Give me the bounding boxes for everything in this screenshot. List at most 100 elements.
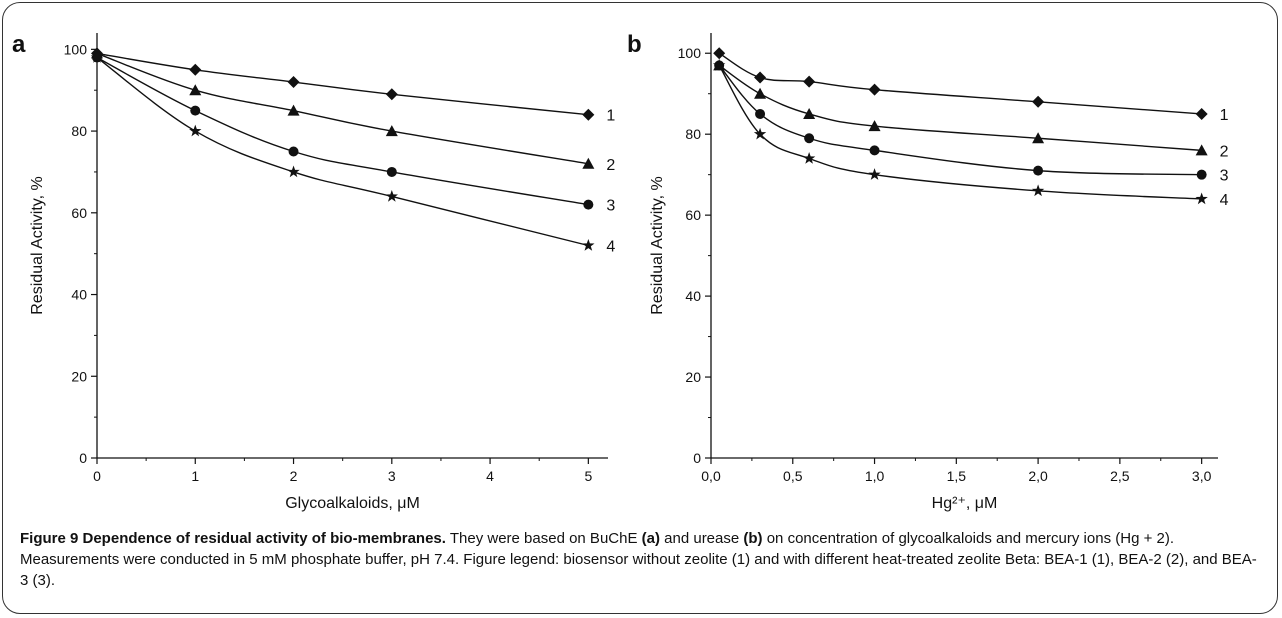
series-line: [96, 56, 589, 206]
x-axis-title: Glycoalkaloids, μM: [285, 495, 420, 512]
data-point-circle: [1196, 169, 1207, 180]
data-point-triangle: [754, 87, 767, 99]
chart-panel-a: a 0 20 40 60 80 100 0 1 2 3 4 5 Glycoalkaloids, μM Res…: [12, 31, 615, 512]
x-tick-label: 3: [388, 468, 396, 484]
x-tick-label: 2,0: [1028, 468, 1048, 484]
y-tick-label: 0: [693, 450, 701, 466]
caption-text-3: on concentration of glycoalkaloids and m…: [20, 530, 1257, 589]
data-point-triangle: [868, 120, 881, 132]
data-point-diamond: [287, 76, 300, 89]
data-point-triangle: [385, 125, 398, 137]
data-point-diamond: [713, 47, 726, 60]
data-point-triangle: [287, 104, 300, 116]
data-point-diamond: [803, 75, 816, 88]
series-label: 2: [1220, 143, 1229, 160]
data-point-diamond: [385, 88, 398, 101]
chart-panel-b: b 0 20 40 60 80 100 0,0 0,5 1,0 1,5 2,0 2,5 3,0 Hg²⁺, …: [627, 31, 1229, 512]
series-label: 1: [606, 108, 615, 125]
data-point-star: [1195, 192, 1208, 205]
series-1: 1: [91, 47, 615, 125]
data-point-star: [287, 165, 300, 178]
x-tick-label: 2: [290, 468, 298, 484]
data-point-circle: [1033, 165, 1044, 176]
series-label: 4: [606, 239, 615, 256]
x-tick-label: 1,0: [865, 468, 885, 484]
x-tick-label: 5: [584, 468, 592, 484]
data-point-diamond: [754, 71, 767, 84]
y-tick-label: 0: [79, 450, 87, 466]
x-tick-label: 0: [93, 468, 101, 484]
y-axis-title: Residual Activity, %: [29, 176, 46, 314]
data-point-triangle: [1195, 144, 1208, 156]
y-axis-title: Residual Activity, %: [649, 176, 666, 314]
data-point-circle: [804, 133, 815, 144]
data-point-circle: [288, 146, 299, 157]
panel-label: a: [12, 31, 26, 58]
series-3: 3: [92, 52, 615, 215]
y-tick-label: 80: [71, 123, 87, 139]
y-tick-label: 100: [64, 41, 88, 57]
data-point-star: [713, 58, 726, 71]
series-line: [718, 64, 1202, 176]
data-point-circle: [190, 105, 201, 116]
y-tick-label: 60: [71, 205, 87, 221]
series-3: 3: [714, 60, 1229, 185]
data-point-diamond: [189, 63, 202, 76]
series-label: 3: [1220, 168, 1229, 185]
x-tick-label: 2,5: [1110, 468, 1130, 484]
series-line: [718, 52, 1202, 115]
data-point-triangle: [582, 157, 595, 169]
series-line: [96, 52, 589, 165]
series-4: 4: [90, 51, 615, 256]
data-point-star: [385, 189, 398, 202]
x-tick-label: 3,0: [1192, 468, 1212, 484]
series-4: 4: [713, 58, 1229, 209]
caption-ref-a: (a): [641, 530, 660, 547]
series-label: 4: [1220, 192, 1229, 209]
x-tick-label: 0,5: [783, 468, 803, 484]
x-axis-title: Hg²⁺, μM: [932, 495, 998, 512]
data-point-diamond: [868, 83, 881, 96]
data-point-diamond: [1195, 107, 1208, 120]
panel-label: b: [627, 31, 642, 58]
data-point-star: [1031, 184, 1045, 197]
data-point-triangle: [189, 84, 202, 96]
x-tick-label: 1,5: [947, 468, 967, 484]
data-point-star: [802, 151, 816, 164]
x-tick-label: 1: [191, 468, 199, 484]
caption-text-2: and urease: [659, 530, 744, 547]
figure-caption: Figure 9 Dependence of residual activity…: [20, 528, 1260, 591]
y-tick-label: 20: [71, 368, 87, 384]
data-point-circle: [583, 199, 594, 210]
y-tick-label: 80: [685, 126, 701, 142]
data-point-star: [753, 127, 767, 140]
series-line: [96, 56, 589, 247]
series-label: 3: [606, 198, 615, 215]
data-point-star: [868, 168, 881, 180]
y-tick-label: 40: [685, 288, 701, 304]
data-point-triangle: [803, 107, 816, 119]
caption-title: Figure 9 Dependence of residual activity…: [20, 530, 446, 547]
y-tick-label: 40: [71, 287, 87, 303]
x-tick-label: 4: [486, 468, 494, 484]
data-point-circle: [755, 108, 766, 119]
data-point-circle: [386, 166, 397, 177]
y-tick-label: 100: [678, 45, 702, 61]
y-tick-label: 20: [685, 369, 701, 385]
x-tick-label: 0,0: [701, 468, 721, 484]
series-label: 1: [1220, 107, 1229, 124]
y-tick-label: 60: [685, 207, 701, 223]
data-point-diamond: [582, 108, 595, 121]
caption-ref-b: (b): [743, 530, 763, 547]
data-point-star: [582, 239, 595, 251]
caption-text-1: They were based on BuChE: [445, 530, 642, 547]
data-point-triangle: [1032, 132, 1045, 144]
data-point-star: [90, 51, 104, 63]
data-point-circle: [869, 145, 880, 156]
data-point-diamond: [1032, 95, 1045, 108]
series-label: 2: [606, 157, 615, 174]
series-1: 1: [713, 47, 1229, 124]
data-point-star: [189, 124, 202, 137]
